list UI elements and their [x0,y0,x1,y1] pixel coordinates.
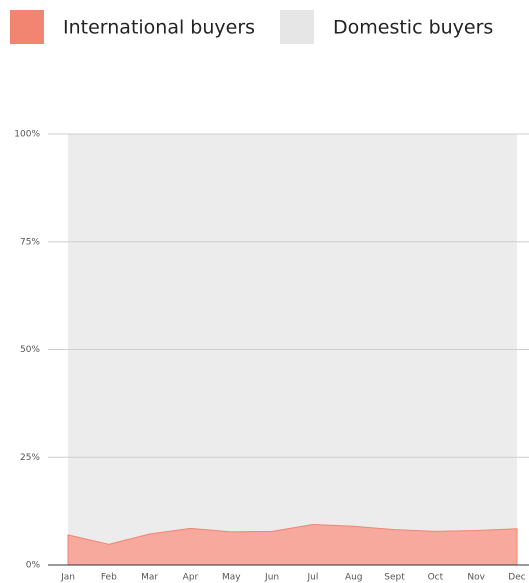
x-tick-label: May [222,573,241,583]
x-tick-label: Jul [306,573,318,583]
legend-swatch [10,10,44,44]
x-tick-label: Apr [183,573,199,583]
x-tick-label: Nov [467,573,485,583]
y-tick-label: 100% [14,130,40,140]
area [68,134,517,545]
y-tick-label: 0% [26,561,41,571]
legend-label: Domestic buyers [333,17,493,39]
x-tick-label: Jun [264,573,279,583]
y-tick-label: 50% [20,345,40,355]
x-tick-label: Jan [60,573,75,583]
x-tick-label: Sept [384,573,405,583]
x-tick-label: Mar [141,573,158,583]
x-tick-label: Oct [428,573,444,583]
x-tick-label: Feb [101,573,117,583]
y-tick-label: 25% [20,453,40,463]
x-tick-label: Dec [508,573,525,583]
legend-swatch [280,10,314,44]
y-tick-label: 75% [20,237,40,247]
legend-label: International buyers [63,17,255,39]
x-tick-label: Aug [345,573,363,583]
